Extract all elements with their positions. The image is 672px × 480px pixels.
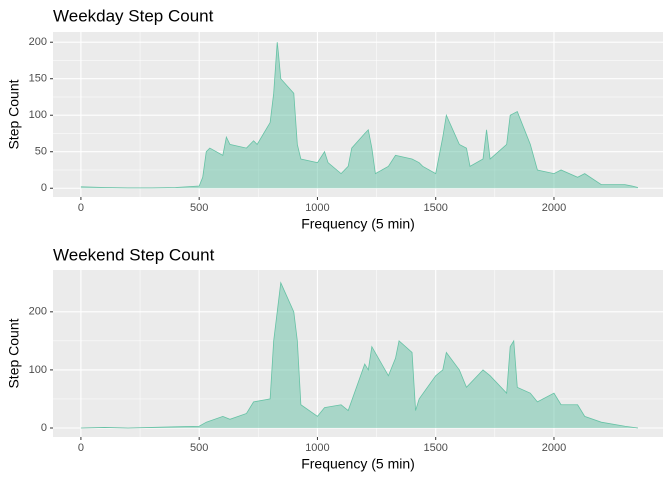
x-tick-label: 0 bbox=[78, 202, 84, 214]
area bbox=[80, 282, 638, 428]
x-tick-label: 0 bbox=[78, 442, 84, 454]
y-tick-label: 150 bbox=[29, 73, 47, 85]
y-tick-label: 100 bbox=[29, 109, 47, 121]
y-tick-label: 200 bbox=[29, 36, 47, 48]
y-tick-label: 200 bbox=[29, 306, 47, 318]
x-tick-label: 2000 bbox=[542, 442, 566, 454]
y-axis-label: Step Count bbox=[6, 79, 22, 149]
chart-title: Weekend Step Count bbox=[53, 245, 215, 264]
x-tick-label: 500 bbox=[190, 442, 208, 454]
chart-title: Weekday Step Count bbox=[53, 6, 214, 25]
x-tick-label: 1000 bbox=[305, 442, 329, 454]
x-tick-label: 2000 bbox=[542, 202, 566, 214]
x-tick-label: 500 bbox=[190, 202, 208, 214]
y-tick-label: 0 bbox=[41, 422, 47, 434]
x-tick-label: 1500 bbox=[423, 442, 447, 454]
x-axis-label: Frequency (5 min) bbox=[301, 456, 415, 472]
y-tick-label: 0 bbox=[41, 182, 47, 194]
area-line bbox=[80, 42, 639, 189]
y-tick-label: 100 bbox=[29, 364, 47, 376]
y-axis-label: Step Count bbox=[6, 318, 22, 388]
x-axis-label: Frequency (5 min) bbox=[301, 216, 415, 232]
area-line bbox=[80, 281, 638, 429]
x-tick-label: 1000 bbox=[305, 202, 329, 214]
y-tick-label: 50 bbox=[35, 146, 47, 158]
x-tick-label: 1500 bbox=[423, 202, 447, 214]
